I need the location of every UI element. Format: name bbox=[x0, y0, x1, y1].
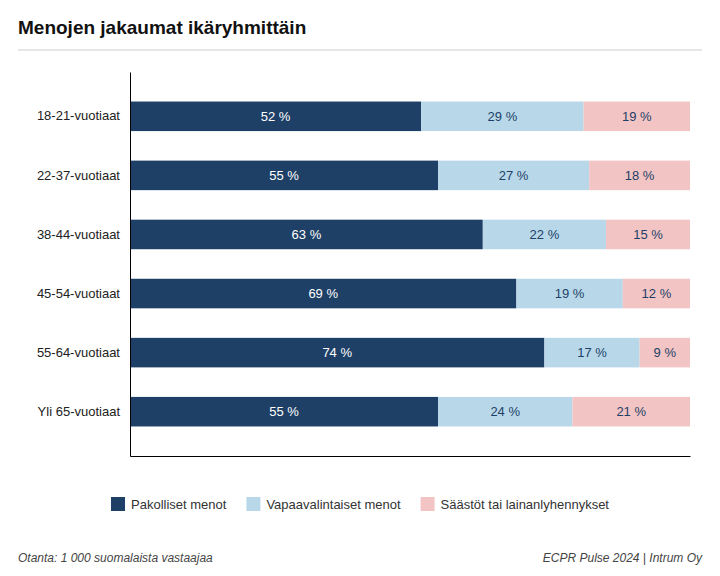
y-tick-label: 22-37-vuotiaat bbox=[37, 168, 120, 183]
data-label: 55 % bbox=[269, 404, 299, 419]
data-label: 12 % bbox=[642, 286, 672, 301]
y-tick: 38-44-vuotiaat bbox=[37, 227, 130, 242]
bar bbox=[572, 397, 690, 427]
footnote: Otanta: 1 000 suomalaista vastaajaa bbox=[18, 551, 213, 565]
bars bbox=[130, 102, 690, 427]
legend-label: Pakolliset menot bbox=[131, 497, 227, 512]
data-labels: 52 % 55 % 63 % 69 % 74 % 55 % 29 % 27 % 22 % 19 %… bbox=[261, 109, 677, 419]
y-axis-line bbox=[130, 73, 131, 457]
bar bbox=[130, 102, 421, 132]
legend-label: Vapaavalintaiset menot bbox=[266, 497, 401, 512]
legend-label: Säästöt tai lainanlyhennykset bbox=[441, 497, 610, 512]
bar bbox=[589, 161, 690, 191]
bar-series bbox=[130, 102, 544, 427]
bar bbox=[640, 338, 690, 368]
legend-item: Säästöt tai lainanlyhennykset bbox=[421, 497, 610, 512]
legend-item: Vapaavalintaiset menot bbox=[246, 497, 401, 512]
data-label: 74 % bbox=[322, 345, 352, 360]
data-label: 55 % bbox=[269, 168, 299, 183]
data-label: 19 % bbox=[622, 109, 652, 124]
bar bbox=[544, 338, 639, 368]
title: Menojen jakaumat ikäryhmittäin bbox=[18, 17, 306, 38]
bar bbox=[623, 279, 690, 309]
legend: Pakolliset menot Vapaavalintaiset menot Sä… bbox=[111, 497, 609, 512]
legend-swatch bbox=[111, 497, 125, 511]
data-label: 29 % bbox=[488, 109, 518, 124]
data-label: 19 % bbox=[555, 286, 585, 301]
bar bbox=[130, 220, 483, 250]
bar bbox=[606, 220, 690, 250]
bar bbox=[130, 161, 438, 191]
y-tick-label: 38-44-vuotiaat bbox=[37, 227, 120, 242]
bar bbox=[130, 397, 438, 427]
bar bbox=[516, 279, 622, 309]
data-label: 27 % bbox=[499, 168, 529, 183]
chart: Menojen jakaumat ikäryhmittäin 52 % 55 % 63… bbox=[0, 0, 720, 576]
bar bbox=[584, 102, 690, 132]
data-label: 63 % bbox=[292, 227, 322, 242]
y-tick-label: 18-21-vuotiaat bbox=[37, 108, 120, 123]
y-axis: 18-21-vuotiaat 22-37-vuotiaat 38-44-vuotia… bbox=[37, 73, 131, 457]
data-label-series: 19 % 18 % 15 % 12 % 9 % 21 % bbox=[616, 109, 676, 419]
legend-swatch bbox=[421, 497, 435, 511]
y-tick: 45-54-vuotiaat bbox=[37, 286, 130, 301]
bar-series bbox=[572, 102, 690, 427]
x-axis-line bbox=[131, 456, 691, 457]
bar bbox=[130, 279, 516, 309]
y-tick: Yli 65-vuotiaat bbox=[38, 404, 130, 419]
bar bbox=[438, 397, 572, 427]
data-label: 9 % bbox=[654, 345, 677, 360]
data-label: 15 % bbox=[633, 227, 663, 242]
bar-series bbox=[421, 102, 639, 427]
data-label-series: 29 % 27 % 22 % 19 % 17 % 24 % bbox=[488, 109, 608, 419]
data-label: 24 % bbox=[490, 404, 520, 419]
bar bbox=[438, 161, 589, 191]
data-label: 22 % bbox=[530, 227, 560, 242]
bar bbox=[421, 102, 583, 132]
data-label: 69 % bbox=[308, 286, 338, 301]
data-label: 17 % bbox=[577, 345, 607, 360]
bar bbox=[130, 338, 544, 368]
y-tick: 55-64-vuotiaat bbox=[37, 345, 130, 360]
y-tick-label: Yli 65-vuotiaat bbox=[38, 404, 121, 419]
y-tick-label: 55-64-vuotiaat bbox=[37, 345, 120, 360]
y-tick-label: 45-54-vuotiaat bbox=[37, 286, 120, 301]
bar bbox=[483, 220, 606, 250]
data-label: 18 % bbox=[625, 168, 655, 183]
legend-item: Pakolliset menot bbox=[111, 497, 227, 512]
title-rule bbox=[18, 50, 702, 51]
legend-swatch bbox=[246, 497, 260, 511]
footnote: ECPR Pulse 2024 | Intrum Oy bbox=[543, 551, 703, 565]
x-axis bbox=[131, 456, 691, 457]
data-label-series: 52 % 55 % 63 % 69 % 74 % 55 % bbox=[261, 109, 353, 419]
data-label: 21 % bbox=[616, 404, 646, 419]
data-label: 52 % bbox=[261, 109, 291, 124]
y-tick: 22-37-vuotiaat bbox=[37, 168, 130, 183]
y-tick: 18-21-vuotiaat bbox=[37, 108, 130, 123]
